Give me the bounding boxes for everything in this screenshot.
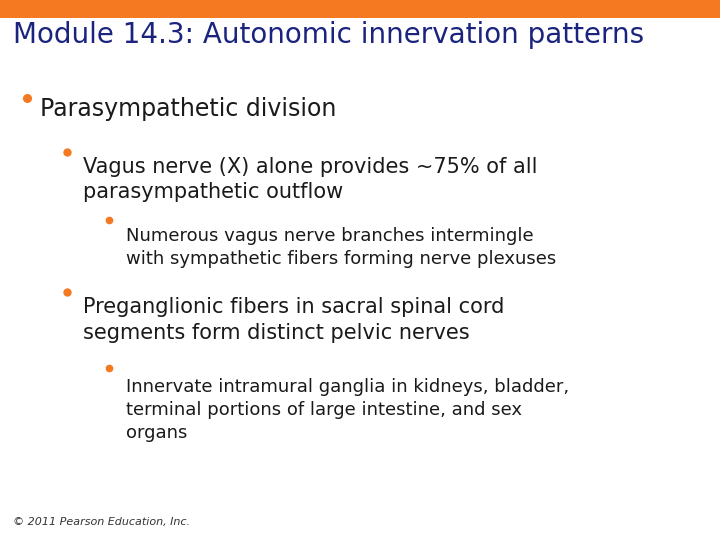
Text: Vagus nerve (X) alone provides ~75% of all
parasympathetic outflow: Vagus nerve (X) alone provides ~75% of a… (83, 157, 537, 202)
Text: © 2011 Pearson Education, Inc.: © 2011 Pearson Education, Inc. (13, 516, 190, 526)
FancyBboxPatch shape (0, 0, 720, 18)
Text: Numerous vagus nerve branches intermingle
with sympathetic fibers forming nerve : Numerous vagus nerve branches intermingl… (126, 227, 557, 268)
Text: Parasympathetic division: Parasympathetic division (40, 97, 336, 121)
Text: Module 14.3: Autonomic innervation patterns: Module 14.3: Autonomic innervation patte… (13, 21, 644, 49)
Text: Preganglionic fibers in sacral spinal cord
segments form distinct pelvic nerves: Preganglionic fibers in sacral spinal co… (83, 297, 504, 342)
Text: Innervate intramural ganglia in kidneys, bladder,
terminal portions of large int: Innervate intramural ganglia in kidneys,… (126, 378, 569, 442)
